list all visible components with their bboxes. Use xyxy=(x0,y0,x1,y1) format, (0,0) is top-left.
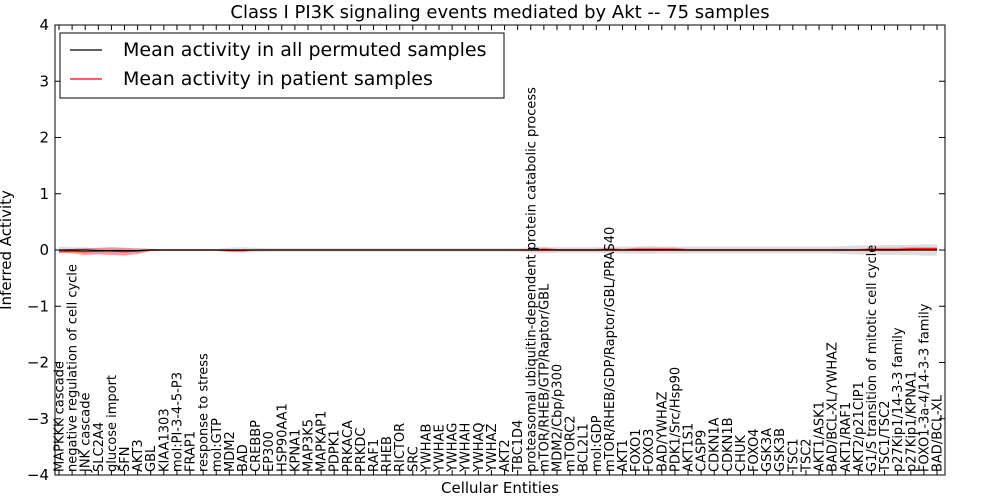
y-tick-label: 1 xyxy=(39,185,49,203)
category-label: mTOR/RHEB/GTP/Raptor/GBL xyxy=(537,283,552,472)
category-label: BAD xyxy=(236,444,251,472)
category-label: MDM2/Cbp/p300 xyxy=(551,364,566,472)
category-label: YWHAQ xyxy=(472,423,487,473)
category-label: PRKDC xyxy=(354,428,369,472)
category-label: CREBBP xyxy=(249,420,264,472)
chart-title: Class I PI3K signaling events mediated b… xyxy=(230,2,769,23)
band-patient xyxy=(59,247,937,256)
category-label: G1/S transition of mitotic cell cycle xyxy=(865,245,880,472)
category-label: AKT1/RAF1 xyxy=(839,402,854,472)
category-label: SRC xyxy=(406,446,421,472)
category-label: FOXO4 xyxy=(747,429,762,472)
y-tick-label: 3 xyxy=(39,72,49,90)
category-label: FOXO3 xyxy=(642,429,657,472)
category-label: AKT2/p21CIP1 xyxy=(852,381,867,472)
category-label: TSC1 xyxy=(786,438,801,473)
category-label: KIAA1303 xyxy=(157,408,172,472)
line-permuted xyxy=(59,249,937,252)
category-label: glucose import xyxy=(105,375,120,472)
category-label: RICTOR xyxy=(393,423,408,472)
category-label: p27Kip1/KPNA1 xyxy=(904,371,919,472)
category-label: KPNA1 xyxy=(288,429,303,472)
category-label: AKT3 xyxy=(131,439,146,472)
category-label: SFN xyxy=(118,447,133,472)
y-tick-label: 4 xyxy=(39,16,49,34)
category-label: negative regulation of cell cycle xyxy=(66,264,81,472)
y-tick-label: −1 xyxy=(27,297,49,315)
category-label: CHUK xyxy=(734,435,749,472)
category-label: AKT2 xyxy=(498,439,513,472)
y-tick-label: −4 xyxy=(27,466,49,484)
category-label: MAPKKK cascade xyxy=(53,361,68,472)
category-label: BAD/BCL-XL xyxy=(931,394,946,472)
category-label: TSC1/TSC2 xyxy=(878,401,893,473)
category-label: CDKN1B xyxy=(721,417,736,472)
category-label: proteasomal ubiquitin-dependent protein … xyxy=(524,87,539,472)
y-tick-label: 0 xyxy=(39,241,49,259)
category-label: RAF1 xyxy=(367,439,382,472)
category-label: BAD/BCL-XL/YWHAZ xyxy=(826,342,841,472)
category-label: mol:PI-3-4-5-P3 xyxy=(170,372,185,472)
legend-label-permuted: Mean activity in all permuted samples xyxy=(123,39,486,61)
category-label: MAP3K5 xyxy=(302,419,317,472)
category-label: mTOR/RHEB/GDP/Raptor/GBL/PRAS40 xyxy=(603,227,618,472)
category-label: AKT1 xyxy=(616,439,631,472)
category-label: mol:GDP xyxy=(590,415,605,472)
category-label: RHEB xyxy=(380,436,395,472)
category-label: AKT1S1 xyxy=(682,423,697,472)
category-label: p27Kip1/14-3-3 family xyxy=(891,327,906,472)
category-label: EP300 xyxy=(262,431,277,472)
category-label: mTORC2 xyxy=(564,415,579,472)
category-label: JNK cascade xyxy=(79,393,94,473)
category-label: TSC2 xyxy=(800,438,815,473)
category-label: BCL2L1 xyxy=(577,423,592,472)
legend: Mean activity in all permuted samples Me… xyxy=(59,32,505,99)
y-tick-label: 2 xyxy=(39,129,49,147)
category-label: PDPK1 xyxy=(328,430,343,473)
category-label: mol:GTP xyxy=(210,418,225,472)
category-label: MAPKAP1 xyxy=(315,411,330,472)
category-label: YWHAG xyxy=(446,423,461,473)
y-tick-label: −2 xyxy=(27,354,49,372)
category-label: BAD/YWHAZ xyxy=(655,391,670,472)
category-label: FOXO1-3a-4/14-3-3 family xyxy=(917,303,932,472)
category-label: AKT1/ASK1 xyxy=(813,401,828,472)
category-label: GSK3B xyxy=(773,428,788,472)
category-label: PDK1/Src/Hsp90 xyxy=(668,367,683,472)
category-label: MDM2 xyxy=(223,431,238,472)
category-label: TBC1D4 xyxy=(511,420,526,473)
category-label: GBL xyxy=(144,445,159,472)
category-label: GSK3A xyxy=(760,428,775,472)
category-label: HSP90AA1 xyxy=(275,403,290,472)
category-label: SLC2A4 xyxy=(92,422,107,472)
legend-label-patient: Mean activity in patient samples xyxy=(123,68,433,90)
category-label: YWHAE xyxy=(433,424,448,473)
y-tick-label: −3 xyxy=(27,410,49,428)
x-axis xyxy=(58,25,938,475)
category-label: YWHAZ xyxy=(485,424,500,473)
y-axis-title: Inferred Activity xyxy=(0,190,15,310)
category-label: PRKACA xyxy=(341,420,356,472)
category-label: response to stress xyxy=(197,353,212,472)
category-label: CDKN1A xyxy=(708,417,723,472)
category-label: CASP9 xyxy=(695,430,710,472)
category-label: YWHAH xyxy=(459,423,474,473)
legend-box xyxy=(59,32,505,99)
series-lines xyxy=(59,248,937,253)
category-label: FRAP1 xyxy=(184,431,199,472)
x-axis-title: Cellular Entities xyxy=(441,479,559,497)
y-axis: −4 −3 −2 −1 0 1 2 3 4 xyxy=(27,16,945,484)
category-label: FOXO1 xyxy=(629,429,644,472)
category-label: YWHAB xyxy=(419,424,434,473)
